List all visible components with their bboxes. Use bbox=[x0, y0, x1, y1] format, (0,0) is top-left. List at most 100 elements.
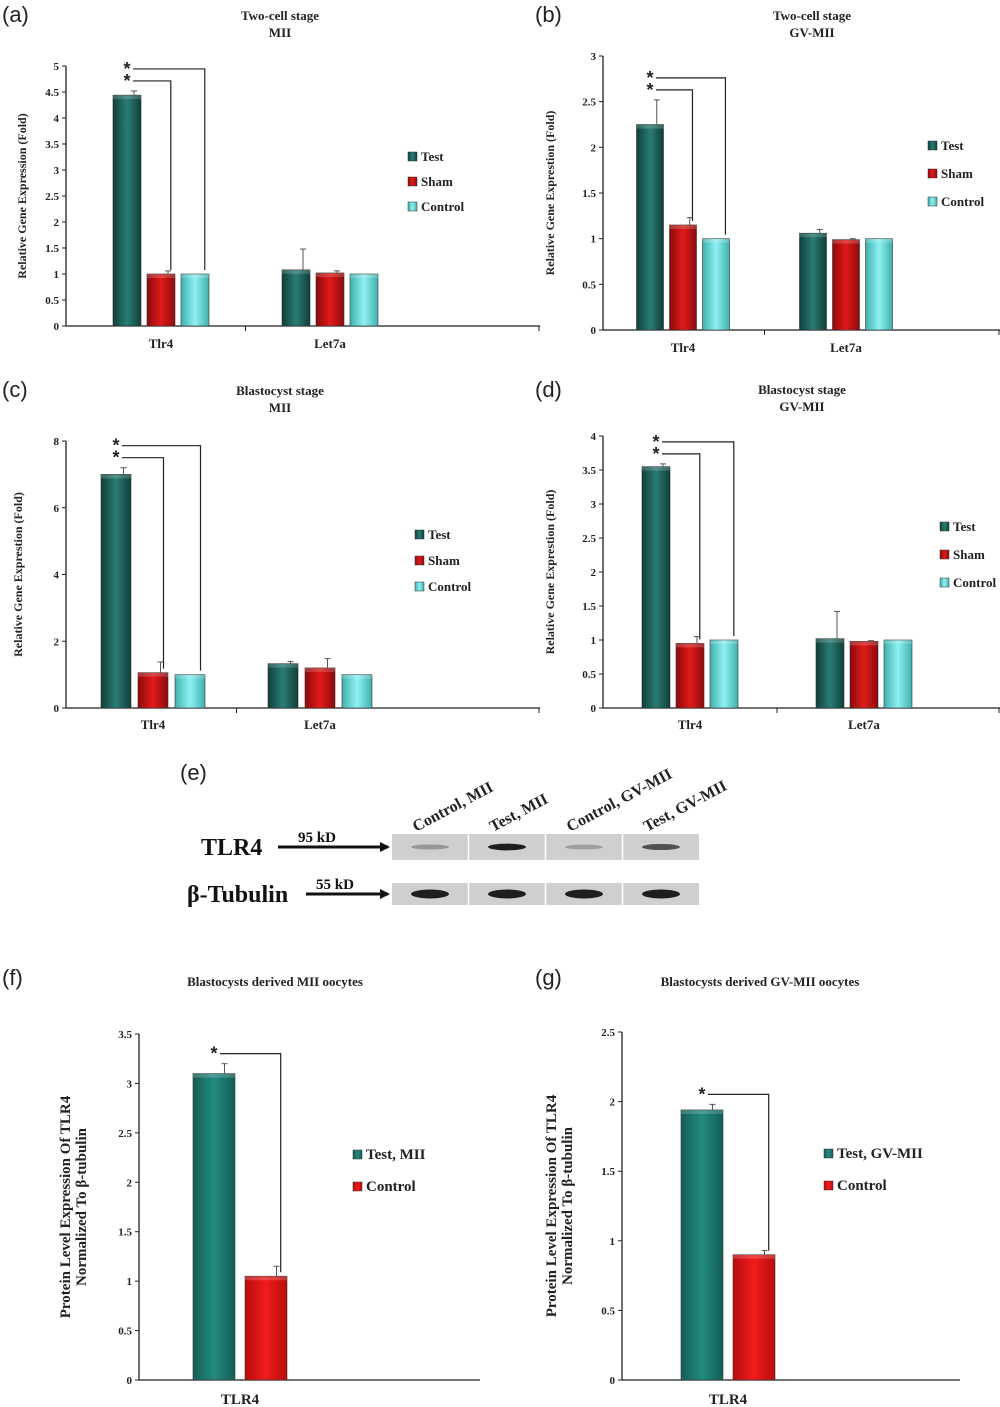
legend-swatch bbox=[414, 581, 425, 592]
bar-highlight bbox=[669, 224, 697, 229]
bar-control-tlr4 bbox=[174, 674, 206, 709]
significance-star: * bbox=[652, 432, 659, 452]
y-tick-label: 1 bbox=[610, 1236, 616, 1248]
protein-label: β-Tubulin bbox=[187, 882, 288, 908]
legend-swatch bbox=[352, 1149, 363, 1160]
panel-label-e: (e) bbox=[180, 760, 207, 785]
y-tick-label: 3.5 bbox=[45, 139, 59, 151]
bar-highlight bbox=[850, 641, 878, 646]
y-tick-label: 8 bbox=[54, 436, 60, 448]
y-tick-label: 2.5 bbox=[582, 533, 596, 545]
bar-sham-tlr4 bbox=[146, 273, 176, 327]
legend-label: Test bbox=[428, 527, 451, 542]
significance-star: * bbox=[652, 444, 659, 464]
y-tick-label: 1 bbox=[591, 635, 597, 647]
legend-label: Control bbox=[428, 579, 471, 594]
bar-test-tlr4 bbox=[641, 466, 671, 709]
bar-highlight bbox=[832, 239, 860, 244]
y-axis-label: Relative Gene Exprestion (Fold) bbox=[543, 111, 557, 276]
chart-title: Two-cell stage bbox=[773, 8, 851, 23]
y-tick-label: 2.5 bbox=[582, 97, 596, 109]
y-axis-label: Normalized To β-tubulin bbox=[560, 1126, 576, 1285]
panel-label-a: (a) bbox=[2, 2, 29, 27]
bar-control-tlr4 bbox=[732, 1254, 776, 1381]
category-label: Tlr4 bbox=[678, 717, 703, 732]
bar-highlight bbox=[342, 674, 372, 679]
bar-control-tlr4 bbox=[244, 1275, 288, 1381]
chart-title: GV-MII bbox=[779, 399, 824, 414]
bar-sham-let7a bbox=[832, 239, 860, 331]
significance-bracket bbox=[133, 68, 206, 270]
y-tick-label: 2 bbox=[54, 217, 60, 229]
bar-highlight bbox=[816, 638, 844, 643]
y-axis-label: Protein Level Expression Of TLR4 bbox=[544, 1094, 560, 1317]
legend-swatch bbox=[414, 555, 425, 566]
legend-label: Control bbox=[421, 199, 464, 214]
significance-bracket bbox=[662, 453, 701, 640]
significance-star: * bbox=[210, 1044, 217, 1064]
y-tick-label: 4 bbox=[591, 431, 597, 443]
legend-swatch bbox=[352, 1181, 363, 1192]
bar-sham-tlr4 bbox=[137, 672, 169, 709]
bar-control-let7a bbox=[349, 273, 379, 327]
category-label: Tlr4 bbox=[149, 336, 174, 351]
bar-highlight bbox=[681, 1109, 723, 1114]
lane-label: Test, MII bbox=[487, 791, 551, 836]
y-tick-label: 0 bbox=[591, 325, 597, 337]
category-label: Let7a bbox=[830, 340, 862, 355]
legend-label: Control bbox=[837, 1178, 887, 1194]
y-tick-label: 1.5 bbox=[118, 1227, 132, 1239]
bar-sham-tlr4 bbox=[675, 643, 705, 709]
blot-band bbox=[488, 843, 526, 851]
significance-bracket bbox=[662, 441, 735, 636]
bar-sham-let7a bbox=[304, 667, 336, 709]
y-tick-label: 2.5 bbox=[45, 191, 59, 203]
y-axis-label: Relative Gene Expression (Fold) bbox=[15, 113, 29, 278]
bar-test-mii-tlr4 bbox=[192, 1073, 236, 1381]
bar-test-let7a bbox=[267, 663, 299, 709]
chart-title: GV-MII bbox=[789, 25, 834, 40]
panel-label-d: (d) bbox=[535, 377, 562, 402]
legend-label: Test bbox=[941, 138, 964, 153]
y-tick-label: 3.5 bbox=[582, 465, 596, 477]
y-tick-label: 4.5 bbox=[45, 87, 59, 99]
bar-highlight bbox=[676, 643, 704, 648]
bar-control-tlr4 bbox=[180, 273, 210, 327]
y-tick-label: 0 bbox=[54, 703, 60, 715]
legend-swatch bbox=[407, 151, 418, 162]
legend-label: Test, GV-MII bbox=[837, 1146, 923, 1162]
y-axis-label: Protein Level Expression Of TLR4 bbox=[58, 1095, 74, 1318]
y-tick-label: 1 bbox=[54, 269, 60, 281]
bar-test-gv-mii-tlr4 bbox=[680, 1109, 724, 1381]
significance-bracket bbox=[122, 445, 202, 671]
bar-highlight bbox=[181, 274, 209, 278]
y-tick-label: 0.5 bbox=[45, 295, 59, 307]
bar-control-let7a bbox=[865, 238, 893, 331]
bar-highlight bbox=[642, 466, 670, 471]
bar-highlight bbox=[147, 274, 175, 278]
y-tick-label: 0.5 bbox=[601, 1305, 615, 1317]
category-label: Tlr4 bbox=[141, 717, 166, 732]
legend-swatch bbox=[407, 201, 418, 212]
legend-swatch bbox=[823, 1148, 834, 1159]
y-tick-label: 2 bbox=[127, 1177, 133, 1189]
category-label: Let7a bbox=[304, 717, 336, 732]
significance-star: * bbox=[646, 68, 653, 88]
legend-swatch bbox=[823, 1180, 834, 1191]
significance-star: * bbox=[646, 80, 653, 100]
y-tick-label: 6 bbox=[54, 503, 60, 515]
y-tick-label: 3.5 bbox=[118, 1029, 132, 1041]
y-tick-label: 0 bbox=[610, 1375, 616, 1387]
bar-highlight bbox=[702, 238, 730, 243]
legend-label: Test bbox=[421, 149, 444, 164]
panel-label-f: (f) bbox=[2, 965, 23, 990]
y-tick-label: 1 bbox=[591, 234, 597, 246]
significance-bracket bbox=[656, 89, 694, 221]
legend-label: Sham bbox=[941, 166, 973, 181]
bar-test-tlr4 bbox=[636, 124, 664, 331]
legend-swatch bbox=[407, 176, 418, 187]
bar-highlight bbox=[101, 474, 131, 479]
legend-label: Sham bbox=[421, 174, 453, 189]
y-tick-label: 2 bbox=[610, 1097, 616, 1109]
